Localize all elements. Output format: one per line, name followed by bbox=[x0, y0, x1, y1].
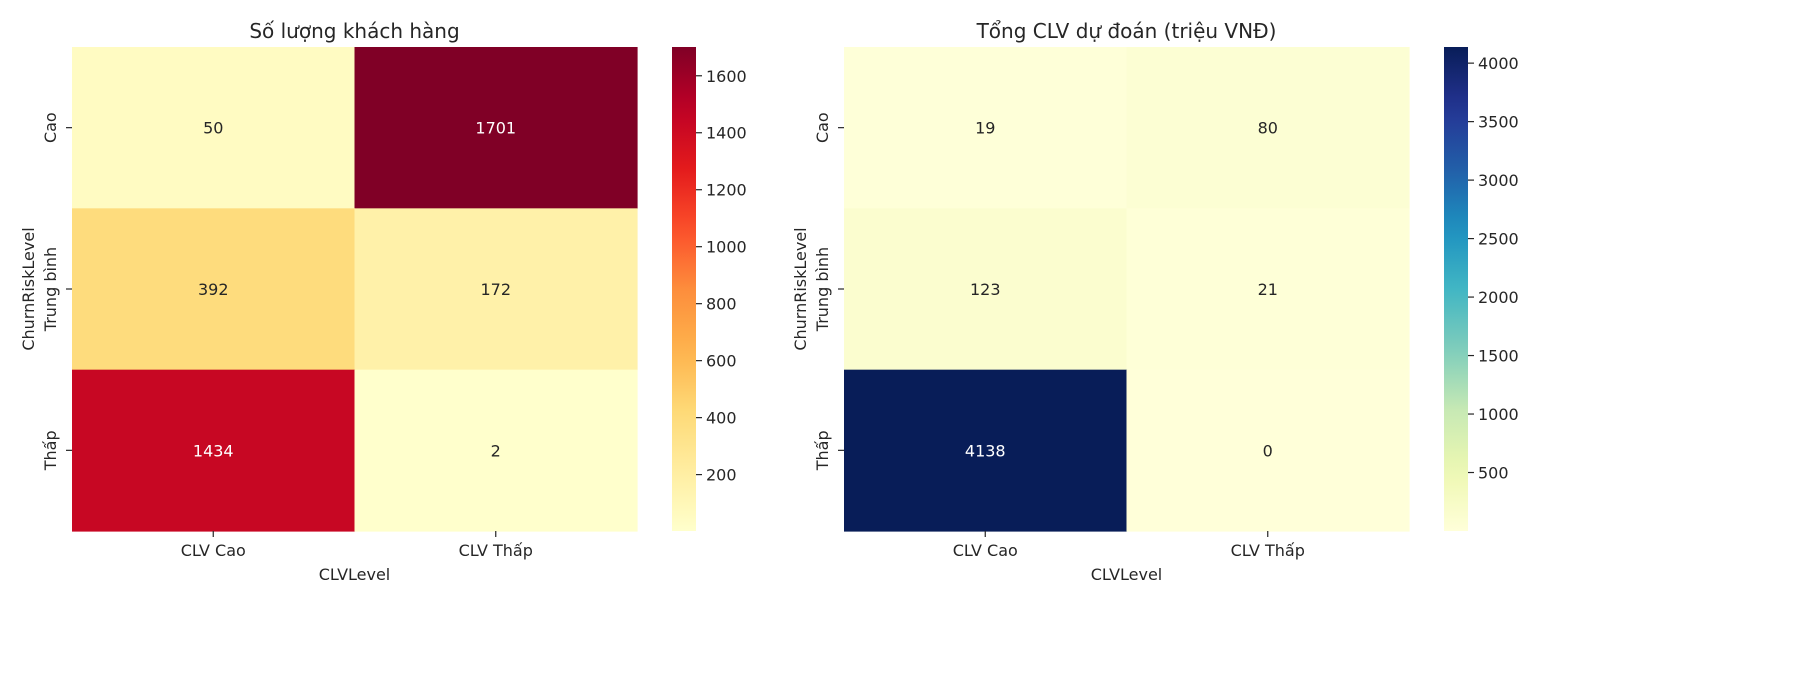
cell-value-label: 50 bbox=[203, 119, 223, 138]
colorbar-tick-label: 600 bbox=[706, 352, 737, 371]
colorbar-tick-label: 1200 bbox=[706, 181, 747, 200]
heatmap-cell bbox=[1126, 369, 1410, 532]
colorbar-tick-label: 1600 bbox=[706, 67, 747, 86]
y-axis-label: ChurnRiskLevel bbox=[19, 227, 38, 350]
heatmap-cell bbox=[844, 208, 1128, 371]
colorbar bbox=[672, 47, 696, 531]
cell-value-label: 80 bbox=[1258, 119, 1278, 138]
cell-value-label: 19 bbox=[975, 119, 995, 138]
colorbar-tick-label: 800 bbox=[706, 295, 737, 314]
x-tick-label: CLV Cao bbox=[181, 541, 246, 560]
colorbar-tick-label: 2500 bbox=[1478, 230, 1519, 249]
colorbar-tick-label: 1400 bbox=[706, 124, 747, 143]
heatmap-cell bbox=[354, 47, 638, 209]
cell-value-label: 2 bbox=[491, 441, 501, 460]
colorbar bbox=[1444, 47, 1468, 531]
x-tick-label: CLV Thấp bbox=[459, 541, 533, 560]
y-tick-label: Thấp bbox=[41, 430, 60, 471]
colorbar-tick-label: 1000 bbox=[706, 238, 747, 257]
cell-value-label: 4138 bbox=[965, 441, 1006, 460]
heatmap-cell bbox=[72, 369, 356, 532]
colorbar-tick-label: 200 bbox=[706, 466, 737, 485]
colorbar-tick-label: 1000 bbox=[1478, 405, 1519, 424]
cell-value-label: 172 bbox=[480, 280, 511, 299]
chart-title: Tổng CLV dự đoán (triệu VNĐ) bbox=[976, 19, 1277, 43]
heatmap-cell bbox=[354, 369, 638, 532]
cell-value-label: 123 bbox=[970, 280, 1001, 299]
heatmap-cell bbox=[72, 47, 356, 209]
heatmap-cell bbox=[844, 47, 1128, 209]
colorbar-tick-label: 3000 bbox=[1478, 171, 1519, 190]
x-tick-label: CLV Cao bbox=[953, 541, 1018, 560]
colorbar-tick-label: 400 bbox=[706, 409, 737, 428]
y-axis-label: ChurnRiskLevel bbox=[791, 227, 810, 350]
y-tick-label: Trung bình bbox=[41, 247, 60, 332]
y-tick-label: Cao bbox=[813, 112, 832, 143]
heatmap-cell bbox=[1126, 208, 1410, 371]
x-axis-label: CLVLevel bbox=[319, 565, 391, 584]
colorbar-tick-label: 1500 bbox=[1478, 347, 1519, 366]
x-tick-label: CLV Thấp bbox=[1231, 541, 1305, 560]
chart-title: Số lượng khách hàng bbox=[249, 19, 459, 43]
y-tick-label: Cao bbox=[41, 112, 60, 143]
y-tick-label: Trung bình bbox=[813, 247, 832, 332]
colorbar-tick-label: 4000 bbox=[1478, 54, 1519, 73]
colorbar-tick-label: 3500 bbox=[1478, 113, 1519, 132]
cell-value-label: 1701 bbox=[475, 119, 516, 138]
cell-value-label: 21 bbox=[1258, 280, 1278, 299]
colorbar-tick-label: 500 bbox=[1478, 464, 1509, 483]
y-tick-label: Thấp bbox=[813, 430, 832, 471]
colorbar-tick-label: 2000 bbox=[1478, 288, 1519, 307]
x-axis-label: CLVLevel bbox=[1091, 565, 1163, 584]
cell-value-label: 1434 bbox=[193, 441, 234, 460]
heatmap-cell bbox=[1126, 47, 1410, 209]
cell-value-label: 0 bbox=[1263, 441, 1273, 460]
heatmap-cell bbox=[844, 369, 1128, 532]
heatmap-cell bbox=[72, 208, 356, 371]
heatmap-cell bbox=[354, 208, 638, 371]
cell-value-label: 392 bbox=[198, 280, 229, 299]
